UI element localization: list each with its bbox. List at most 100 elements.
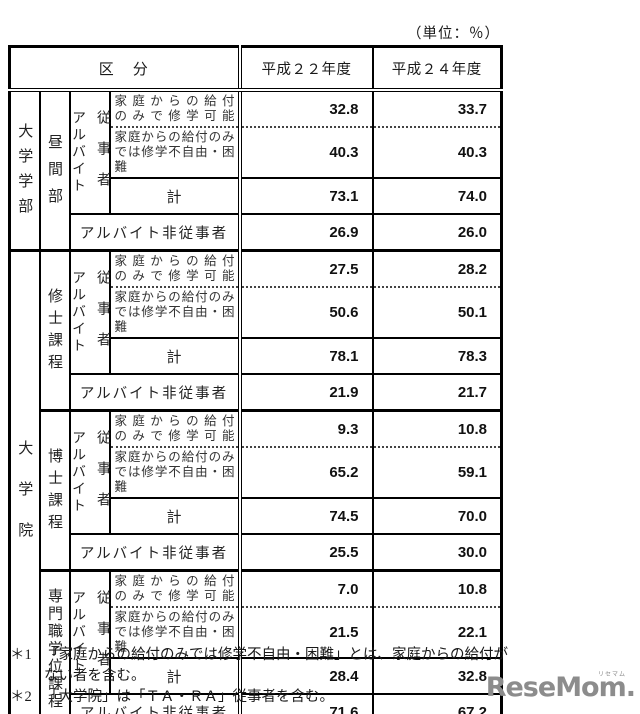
total-label: 計 <box>109 338 240 375</box>
total-label: 計 <box>109 498 240 535</box>
worker-group-label: アルバイト 従事者 <box>69 88 111 214</box>
worker-label-col2: 従事者 <box>95 590 110 683</box>
table-row: アルバイト非従事者 26.9 26.0 <box>10 213 502 251</box>
value-cell: 74.0 <box>371 178 502 215</box>
value-cell: 73.1 <box>237 178 373 215</box>
value-cell: 27.5 <box>237 249 373 288</box>
logo-text: ReseMom. <box>485 672 636 703</box>
sub-label-can-study: 家庭からの給付 のみで修学可能 <box>109 409 240 448</box>
sub-label-can-study: 家庭からの給付 のみで修学可能 <box>109 88 240 128</box>
worker-label-col1: アルバイト <box>70 590 85 675</box>
value-cell: 71.6 <box>237 694 373 714</box>
value-cell: 33.7 <box>371 88 502 128</box>
table-row: 計 73.1 74.0 <box>10 178 502 215</box>
value-cell: 30.0 <box>371 534 502 571</box>
worker-group-label: アルバイト 従事者 <box>69 569 111 694</box>
header-category: 区 分 <box>9 46 240 92</box>
footnote-text: 「大学院」は「ＴＡ・ＲＡ」従事者を含む。 <box>44 687 530 708</box>
worker-label-col2: 従事者 <box>95 270 110 363</box>
dept-label-text: 修士課程 <box>46 287 62 376</box>
value-cell: 21.7 <box>371 374 502 411</box>
footnote-line: 「家庭からの給付のみでは修学不自由・困難」とは、家庭からの給付が <box>44 647 508 663</box>
table-row: 大学院 修士課程 アルバイト 従事者 家庭からの給付 のみで修学可能 27.5 … <box>9 249 502 714</box>
worker-label-col1: アルバイト <box>70 270 85 355</box>
footnotes: ＊1 「家庭からの給付のみでは修学不自由・困難」とは、家庭からの給付が ない者を含… <box>10 645 530 708</box>
worker-group-label: アルバイト 従事者 <box>69 409 111 534</box>
sub-label-line: のみで修学可能 <box>114 589 235 603</box>
value-cell: 28.2 <box>371 249 502 288</box>
value-cell: 74.5 <box>237 498 373 535</box>
worker-label-wrap: アルバイト 従事者 <box>70 590 110 683</box>
nonworker-label: アルバイト非従事者 <box>69 373 240 411</box>
header-row: 区 分 平成２２年度 平成２４年度 <box>9 46 502 92</box>
value-cell: 32.8 <box>237 88 373 128</box>
dept-label-text: 博士課程 <box>46 447 62 536</box>
table-row: アルバイト非従事者 21.9 21.7 <box>10 373 502 411</box>
dept-label-text: 昼間部 <box>46 133 62 215</box>
value-cell: 9.3 <box>237 409 373 448</box>
table-row: 計 28.4 32.8 <box>10 658 502 695</box>
footnote-mark: ＊1 <box>10 647 32 663</box>
dept-label-professional: 専門職学位課程 <box>39 569 71 714</box>
footnote-2: ＊2 「大学院」は「ＴＡ・ＲＡ」従事者を含む。 <box>10 687 530 708</box>
nonworker-label: アルバイト非従事者 <box>69 533 240 571</box>
sub-label-line: 家庭からの給付のみ <box>114 290 235 304</box>
dept-label-daytime: 昼間部 <box>39 88 71 251</box>
value-cell: 10.8 <box>371 409 502 448</box>
resemom-logo: リセマム ReseMom. <box>485 671 636 703</box>
table-row: 家庭からの給付のみ では修学不自由・困難 65.2 59.1 <box>10 447 502 499</box>
value-cell: 78.1 <box>237 338 373 375</box>
value-cell: 70.0 <box>371 498 502 535</box>
table-row: 計 78.1 78.3 <box>10 338 502 375</box>
table-row: 計 74.5 70.0 <box>10 498 502 535</box>
footnote-text: 「家庭からの給付のみでは修学不自由・困難」とは、家庭からの給付が ない者を含む。 <box>44 645 530 687</box>
group-label-text: 大学院 <box>16 439 33 563</box>
table-row: 博士課程 アルバイト 従事者 家庭からの給付 のみで修学可能 9.3 10.8 <box>10 409 502 571</box>
dept-label-doctoral: 博士課程 <box>39 409 71 571</box>
value-cell: 40.3 <box>237 127 373 179</box>
table-row: 家庭からの給付のみ では修学不自由・困難 40.3 40.3 <box>10 127 502 179</box>
sub-label-line: 家庭からの給付のみ <box>114 130 235 144</box>
footnote-line: 「大学院」は「ＴＡ・ＲＡ」従事者を含む。 <box>44 689 334 705</box>
footnote-1: ＊1 「家庭からの給付のみでは修学不自由・困難」とは、家庭からの給付が ない者を含… <box>10 645 530 687</box>
table-row: 家庭からの給付のみ では修学不自由・困難 21.5 22.1 <box>10 607 502 659</box>
value-cell: 78.3 <box>371 338 502 375</box>
worker-label-wrap: アルバイト 従事者 <box>70 110 110 203</box>
footnote-line: ない者を含む。 <box>44 668 146 684</box>
value-cell: 50.6 <box>237 287 373 339</box>
sub-label-line: のみで修学可能 <box>114 429 235 443</box>
nonworker-label: アルバイト非従事者 <box>69 213 240 251</box>
value-cell: 40.3 <box>371 127 502 179</box>
group-label-text: 大学学部 <box>16 123 33 223</box>
sub-label-line: のみで修学可能 <box>114 269 235 283</box>
sub-label-line: では修学不自由・困難 <box>114 625 235 654</box>
value-cell: 67.2 <box>371 694 502 714</box>
sub-label-line: 家庭からの給付 <box>114 94 235 108</box>
statistics-table: 区 分 平成２２年度 平成２４年度 大学学部 昼間部 アルバイト 従事者 家庭か… <box>8 45 504 714</box>
nonworker-label: アルバイト非従事者 <box>69 693 240 714</box>
header-year-h24: 平成２４年度 <box>371 46 502 92</box>
worker-label-col2: 従事者 <box>95 430 110 523</box>
value-cell: 21.5 <box>237 607 373 659</box>
total-label: 計 <box>109 658 240 695</box>
logo-ruby-text: リセマム <box>597 671 626 678</box>
sub-label-difficult: 家庭からの給付のみ では修学不自由・困難 <box>109 447 240 499</box>
group-label-undergraduate: 大学学部 <box>9 88 41 251</box>
sub-label-difficult: 家庭からの給付のみ では修学不自由・困難 <box>109 287 240 339</box>
header-year-h22: 平成２２年度 <box>237 46 373 92</box>
value-cell: 10.8 <box>371 569 502 608</box>
dept-label-masters: 修士課程 <box>39 249 71 411</box>
value-cell: 25.5 <box>237 534 373 571</box>
table-row: 専門職学位課程 アルバイト 従事者 家庭からの給付 のみで修学可能 7.0 10… <box>10 569 502 714</box>
table-row: アルバイト非従事者 25.5 30.0 <box>10 533 502 571</box>
sub-label-line: のみで修学可能 <box>114 109 235 123</box>
worker-label-col1: アルバイト <box>70 430 85 515</box>
table-row: アルバイト非従事者 71.6 67.2 <box>10 693 502 714</box>
sub-label-line: では修学不自由・困難 <box>114 305 235 334</box>
worker-label-col2: 従事者 <box>95 110 110 203</box>
value-cell: 26.9 <box>237 214 373 251</box>
value-cell: 21.9 <box>237 374 373 411</box>
value-cell: 50.1 <box>371 287 502 339</box>
dept-label-text: 専門職学位課程 <box>46 588 62 711</box>
